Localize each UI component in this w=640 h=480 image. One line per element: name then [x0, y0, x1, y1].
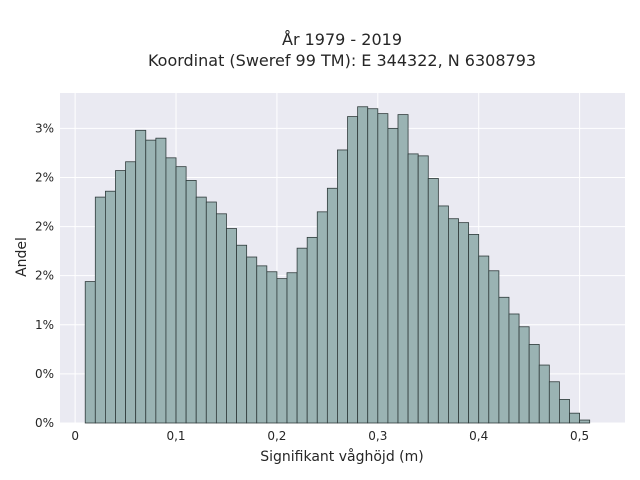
histogram-bar: [548, 381, 560, 424]
x-axis-label: Signifikant våghöjd (m): [260, 448, 423, 465]
chart-title: År 1979 - 2019: [282, 30, 402, 49]
x-tick-label: 0,4: [469, 429, 488, 443]
histogram-bar: [205, 201, 217, 424]
histogram-bar: [175, 166, 187, 424]
histogram-bar: [407, 153, 419, 424]
histogram-bar: [135, 129, 147, 424]
histogram-bar: [528, 344, 540, 424]
histogram-bar: [569, 412, 580, 424]
histogram-bar: [165, 157, 177, 424]
y-tick-label: 2%: [35, 269, 54, 283]
histogram-bar: [357, 106, 369, 424]
y-tick-label: 1%: [35, 318, 54, 332]
histogram-bar: [94, 196, 106, 424]
x-tick-label: 0,2: [267, 429, 286, 443]
x-tick-label: 0,3: [368, 429, 387, 443]
histogram-bar: [195, 196, 207, 424]
histogram-bar: [518, 326, 530, 424]
x-tick-label: 0,1: [166, 429, 185, 443]
histogram-bar: [145, 139, 157, 424]
y-tick-label: 3%: [35, 121, 54, 135]
histogram-bar: [337, 149, 348, 424]
histogram-bar: [226, 228, 237, 424]
histogram-bar: [478, 255, 490, 424]
histogram-bar: [266, 271, 278, 424]
histogram-bar: [115, 170, 126, 424]
histogram-bar: [125, 161, 137, 424]
histogram-bar: [316, 211, 328, 424]
histogram-bar: [84, 281, 96, 424]
histogram-bar: [215, 213, 227, 424]
y-axis-ticks: 0% 0% 1% 2% 2% 2% 3%: [35, 121, 54, 430]
y-tick-label: 2%: [35, 220, 54, 234]
histogram-bar: [437, 205, 449, 424]
histogram-bar: [559, 399, 570, 424]
histogram-bar: [417, 155, 429, 424]
histogram-bar: [488, 270, 500, 424]
histogram-bar: [276, 278, 288, 424]
x-tick-label: 0: [71, 429, 79, 443]
histogram-bar: [155, 137, 167, 424]
histogram-bars: [84, 106, 591, 424]
histogram-bar: [246, 256, 258, 424]
y-tick-label: 2%: [35, 170, 54, 184]
y-tick-label: 0%: [35, 367, 54, 381]
histogram-bar: [448, 218, 459, 424]
histogram-bar: [286, 272, 298, 424]
histogram-bar: [538, 364, 550, 424]
histogram-bar: [468, 234, 480, 424]
histogram-bar: [347, 116, 359, 424]
y-axis-label: Andel: [14, 237, 30, 277]
histogram-bar: [387, 127, 399, 424]
histogram-bar: [377, 113, 389, 424]
y-tick-label: 0%: [35, 416, 54, 430]
histogram-bar: [326, 187, 338, 424]
histogram-bar: [367, 108, 379, 424]
histogram-bar: [256, 265, 268, 424]
histogram-bar: [458, 222, 470, 424]
x-axis-ticks: 0 0,1 0,2 0,3 0,4 0,5: [71, 429, 589, 443]
histogram-bar: [105, 190, 116, 424]
histogram-bar: [306, 236, 318, 424]
histogram-bar: [427, 178, 439, 424]
histogram-bar: [185, 180, 197, 424]
histogram-bar: [579, 419, 591, 424]
x-tick-label: 0,5: [570, 429, 589, 443]
histogram-bar: [498, 296, 510, 424]
chart-subtitle: Koordinat (Sweref 99 TM): E 344322, N 63…: [148, 51, 536, 70]
histogram-bar: [397, 114, 409, 424]
histogram-bar: [296, 247, 308, 424]
histogram-bar: [236, 244, 248, 424]
histogram-bar: [508, 313, 520, 424]
